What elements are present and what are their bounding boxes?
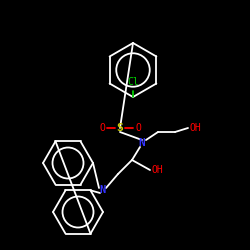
Text: O: O (135, 123, 141, 133)
Text: OH: OH (190, 123, 202, 133)
Text: S: S (116, 123, 123, 133)
Text: N: N (100, 185, 106, 195)
Text: OH: OH (152, 165, 164, 175)
Text: N: N (138, 138, 145, 148)
Text: O: O (99, 123, 105, 133)
Text: Cl: Cl (127, 77, 139, 87)
